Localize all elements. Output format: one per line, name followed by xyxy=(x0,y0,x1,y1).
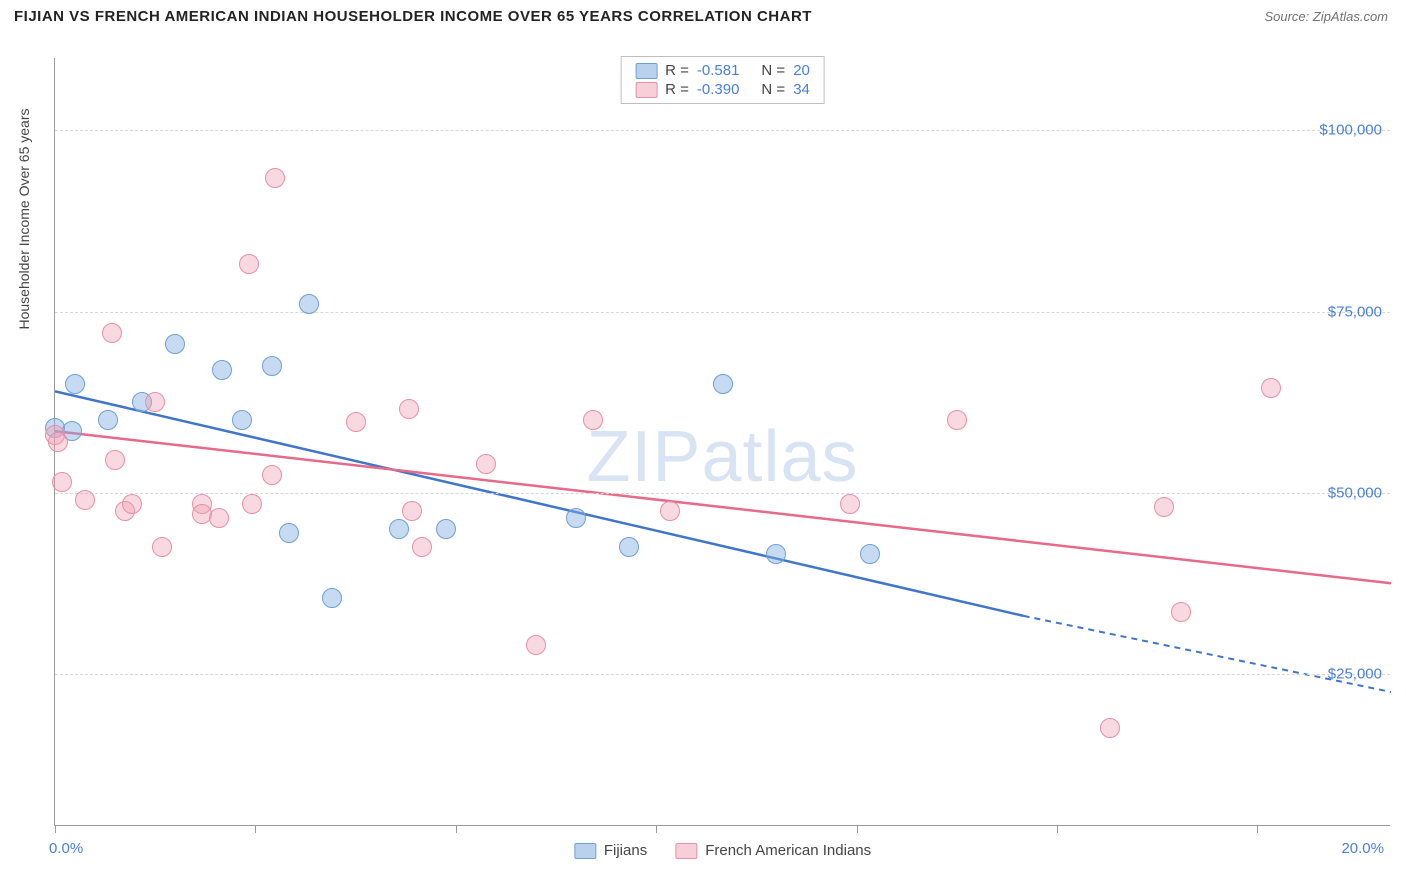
x-tick xyxy=(55,825,56,833)
data-point xyxy=(262,465,282,485)
data-point xyxy=(299,294,319,314)
data-point xyxy=(1261,378,1281,398)
y-tick-label: $25,000 xyxy=(1328,665,1382,682)
swatch-blue xyxy=(574,843,596,859)
data-point xyxy=(766,544,786,564)
swatch-pink xyxy=(675,843,697,859)
data-point xyxy=(165,334,185,354)
data-point xyxy=(412,537,432,557)
data-point xyxy=(265,168,285,188)
data-point xyxy=(322,588,342,608)
legend-row-fijians: R = -0.581 N = 20 xyxy=(635,61,810,80)
trend-lines xyxy=(55,58,1391,826)
y-tick-label: $100,000 xyxy=(1319,122,1382,139)
gridline xyxy=(55,674,1390,675)
data-point xyxy=(713,374,733,394)
data-point xyxy=(239,254,259,274)
data-point xyxy=(75,490,95,510)
data-point xyxy=(279,523,299,543)
data-point xyxy=(346,412,366,432)
data-point xyxy=(619,537,639,557)
data-point xyxy=(947,410,967,430)
x-tick xyxy=(255,825,256,833)
data-point xyxy=(1100,718,1120,738)
legend-row-french: R = -0.390 N = 34 xyxy=(635,80,810,99)
source-attribution: Source: ZipAtlas.com xyxy=(1264,9,1388,24)
x-tick xyxy=(456,825,457,833)
n-value-french: 34 xyxy=(793,81,810,98)
data-point xyxy=(660,501,680,521)
data-point xyxy=(840,494,860,514)
y-tick-label: $75,000 xyxy=(1328,303,1382,320)
data-point xyxy=(105,450,125,470)
x-tick-label: 0.0% xyxy=(49,840,83,857)
scatter-chart: ZIPatlas R = -0.581 N = 20 R = -0.390 N … xyxy=(54,58,1390,826)
data-point xyxy=(1171,602,1191,622)
gridline xyxy=(55,312,1390,313)
gridline xyxy=(55,130,1390,131)
data-point xyxy=(566,508,586,528)
data-point xyxy=(526,635,546,655)
x-tick xyxy=(656,825,657,833)
r-value-french: -0.390 xyxy=(697,81,740,98)
data-point xyxy=(402,501,422,521)
data-point xyxy=(209,508,229,528)
correlation-legend: R = -0.581 N = 20 R = -0.390 N = 34 xyxy=(620,56,825,104)
data-point xyxy=(436,519,456,539)
data-point xyxy=(860,544,880,564)
legend-item-fijians: Fijians xyxy=(574,842,647,859)
data-point xyxy=(212,360,232,380)
y-axis-title: Householder Income Over 65 years xyxy=(16,109,32,330)
data-point xyxy=(242,494,262,514)
series-legend: Fijians French American Indians xyxy=(574,842,871,859)
data-point xyxy=(48,432,68,452)
data-point xyxy=(65,374,85,394)
data-point xyxy=(262,356,282,376)
chart-title: FIJIAN VS FRENCH AMERICAN INDIAN HOUSEHO… xyxy=(14,8,812,25)
swatch-blue xyxy=(635,63,657,79)
data-point xyxy=(476,454,496,474)
data-point xyxy=(232,410,252,430)
data-point xyxy=(1154,497,1174,517)
legend-item-french: French American Indians xyxy=(675,842,871,859)
data-point xyxy=(102,323,122,343)
x-tick xyxy=(857,825,858,833)
data-point xyxy=(399,399,419,419)
r-value-fijians: -0.581 xyxy=(697,62,740,79)
x-tick xyxy=(1057,825,1058,833)
data-point xyxy=(122,494,142,514)
data-point xyxy=(583,410,603,430)
data-point xyxy=(389,519,409,539)
data-point xyxy=(98,410,118,430)
data-point xyxy=(152,537,172,557)
data-point xyxy=(52,472,72,492)
y-tick-label: $50,000 xyxy=(1328,484,1382,501)
x-tick-label: 20.0% xyxy=(1341,840,1384,857)
n-value-fijians: 20 xyxy=(793,62,810,79)
x-tick xyxy=(1257,825,1258,833)
swatch-pink xyxy=(635,82,657,98)
data-point xyxy=(145,392,165,412)
